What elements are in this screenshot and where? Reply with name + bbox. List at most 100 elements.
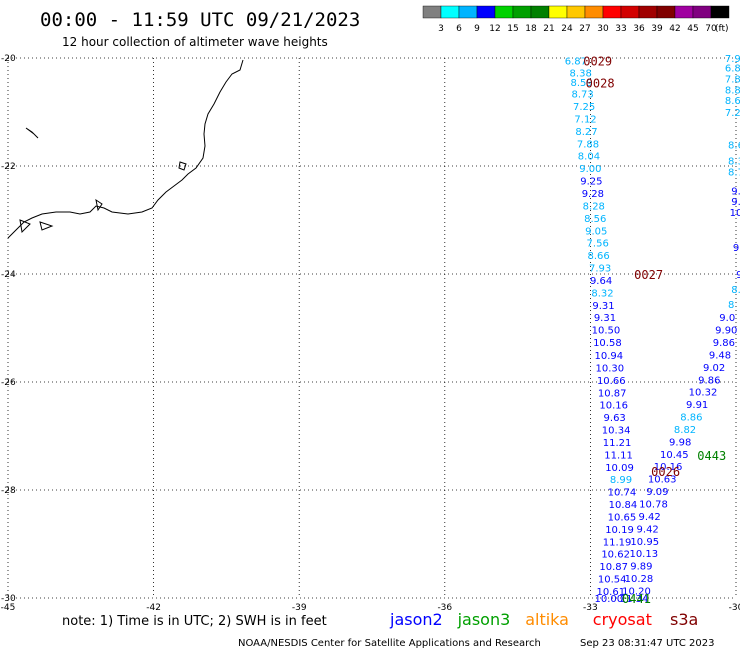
colorbar-swatch [530,5,550,19]
wave-height-value: 9. [731,186,740,197]
colorbar-tick-label: 36 [633,24,645,34]
colorbar-swatch [512,5,532,19]
wave-height-value: 9.86 [713,338,735,349]
wave-height-value: 8.73 [572,90,594,101]
wave-height-value: 10.58 [593,338,622,349]
wave-height-value: 8.6 [728,140,740,151]
wave-height-value: 10.13 [629,549,658,560]
wave-height-value: 9.05 [585,226,607,237]
wave-height-value: 10.28 [625,574,654,585]
colorbar-swatch [692,5,712,19]
longitude-labels: -45 -42 -39 -36 -33 -30 [1,603,740,613]
colorbar-swatch [494,5,514,19]
colorbar-swatch [584,5,604,19]
wave-height-value: 9.31 [594,313,616,324]
wave-height-value: 8.27 [575,127,597,138]
wave-height-value: 9 [733,243,739,254]
wave-height-value: 8.59 [571,78,593,89]
lon-tick-label: -36 [437,603,452,613]
wave-height-value: 10.32 [689,388,718,399]
wave-height-value: 10.19 [605,525,634,536]
wave-height-value: 11.11 [604,450,633,461]
colorbar-tick-label: 12 [489,24,500,34]
wave-height-value: 9.98 [669,437,691,448]
wave-height-value: 10.87 [599,562,628,573]
colorbar-tick-label: 33 [615,24,626,34]
pass-number-label: 0441 [622,592,651,606]
wave-height-value: 7.98 [725,54,740,65]
wave-height-value: 11.21 [603,438,632,449]
wave-height-value: 9.0 [719,313,735,324]
wave-height-value: 8.04 [578,152,600,163]
wave-height-value: 10.16 [654,462,683,473]
wave-height-value: 8.66 [725,96,740,107]
wave-height-value: 6.89 [725,64,740,75]
wave-height-value: 10.65 [608,512,637,523]
colorbar-tick-label: 42 [669,24,680,34]
wave-height-value: 9.28 [582,189,604,200]
wave-height-value: 10.50 [592,326,621,337]
page-title: 00:00 - 11:59 UTC 09/21/2023 [40,9,360,31]
wave-height-value: 8.99 [610,475,632,486]
lat-tick-label: -20 [1,54,16,64]
wave-height-value: 10.95 [630,537,659,548]
pass-number-label: 0443 [697,449,726,463]
wave-height-value: 8.82 [674,425,696,436]
lat-tick-label: -24 [1,270,16,280]
wave-height-value: 9.64 [590,276,612,287]
footer-note: note: 1) Time is in UTC; 2) SWH is in fe… [62,614,327,629]
pass-labels: 0029 0028 0027 0026 0443 0441 [583,55,726,606]
wave-height-value: 9.02 [703,363,725,374]
wave-height-value: 10.94 [595,351,624,362]
wave-height-value: 9.42 [638,512,660,523]
wave-height-value: 7.88 [577,139,599,150]
colorbar-tick-label: 24 [561,24,573,34]
wave-height-value: 9.25 [580,177,602,188]
altimeter-tracks: 6.878.388.598.737.257.128.277.888.049.00… [565,54,740,605]
colorbar-tick-label: 18 [525,24,537,34]
lon-tick-label: -45 [1,603,16,613]
footer-credit: NOAA/NESDIS Center for Satellite Applica… [238,638,541,649]
wave-height-value: 7.12 [574,114,596,125]
colorbar-swatch [458,5,478,19]
wave-height-value: 9.86 [698,375,720,386]
colorbar-tick-label: 70 [705,24,717,34]
wave-height-value: 7.29 [725,108,740,119]
legend-jason3: jason3 [457,610,511,629]
color-scale-legend: 3 6 9 12 15 18 21 24 27 30 33 36 39 42 45 70(ft) [422,5,730,34]
wave-height-value: 11.34 [620,594,649,605]
lon-tick-label: -30 [729,603,740,613]
wave-height-value: 9.00 [579,164,601,175]
colorbar-swatch [656,5,676,19]
colorbar-swatch [620,5,640,19]
lat-tick-label: -26 [1,378,16,388]
wave-height-value: 10.87 [598,388,627,399]
footer-timestamp: Sep 23 08:31:47 UTC 2023 [580,638,714,649]
wave-height-value: 10.09 [605,463,634,474]
wave-height-value: 8.66 [588,251,610,262]
lat-tick-label: -22 [1,162,16,172]
wave-height-value: 9.63 [604,413,626,424]
wave-height-value: 9. [736,270,740,281]
lon-tick-label: -33 [583,603,598,613]
wave-height-value: 10.74 [608,488,637,499]
pass-number-label: 0028 [586,76,615,90]
wave-height-value: 7.93 [589,264,611,275]
coastline-path [7,59,244,239]
wave-height-value: 8.32 [591,288,613,299]
wave-height-value: 8.38 [570,69,592,80]
colorbar-swatch [566,5,586,19]
colorbar-swatch [476,5,496,19]
colorbar-swatch [548,5,568,19]
wave-height-value: 7.25 [573,102,595,113]
satellite-legend: jason2 jason3 altika cryosat s3a [389,610,698,629]
pass-number-label: 0027 [634,268,663,282]
latitude-labels: -20 -22 -24 -26 -28 -30 [1,54,16,604]
wave-height-value: 9.42 [637,524,659,535]
wave-height-value: 9. [731,197,740,208]
wave-height-value: 7.86 [725,75,740,86]
colorbar-swatch [710,5,730,19]
pass-number-label: 0029 [583,55,612,69]
